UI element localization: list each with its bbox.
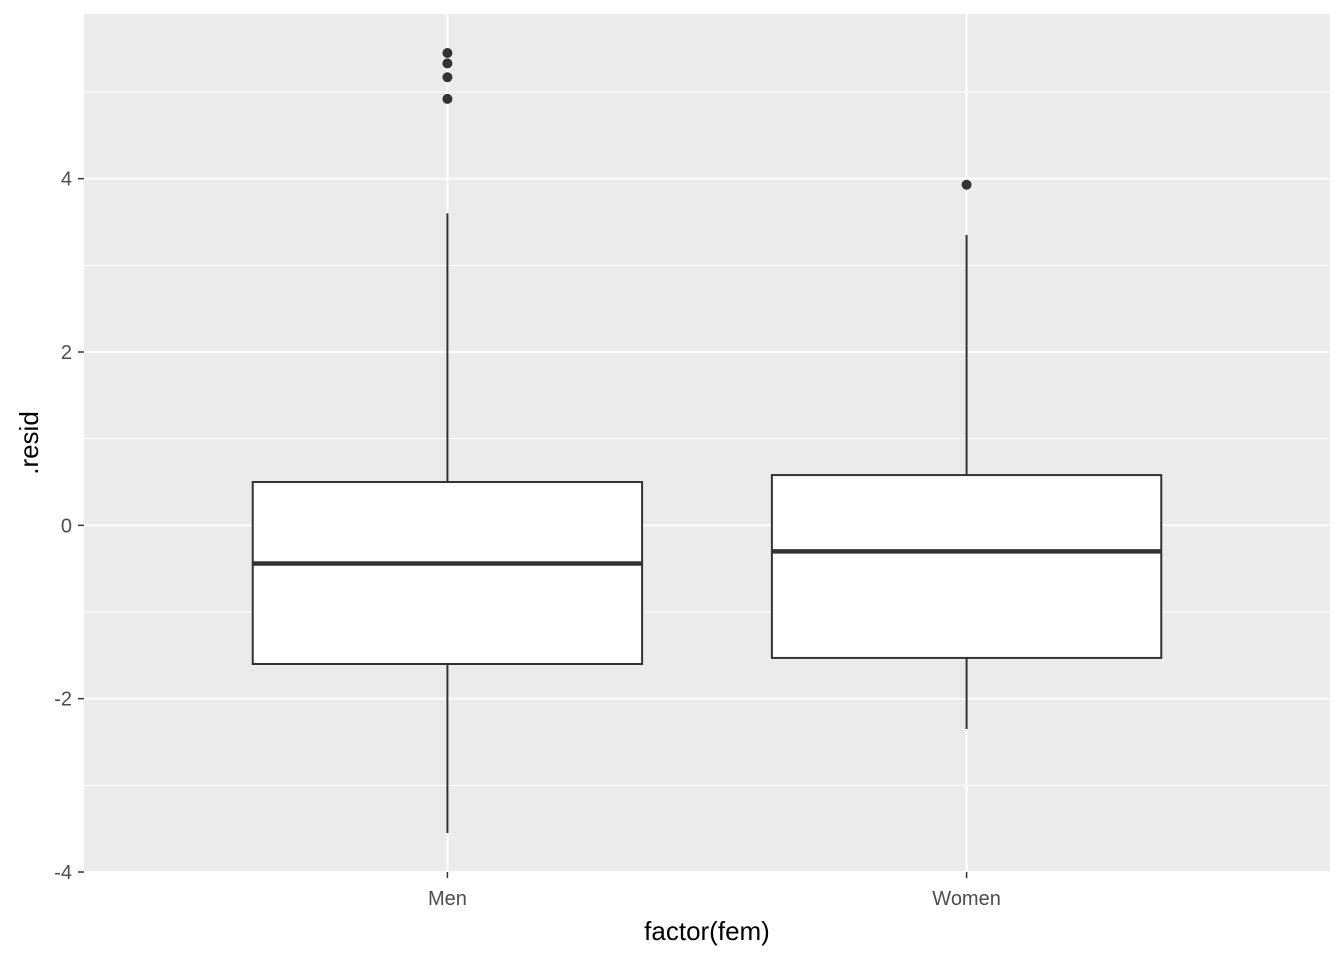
x-axis-title: factor(fem) — [644, 916, 770, 946]
box-iqr — [770, 474, 1163, 659]
box-women — [770, 179, 1163, 729]
outlier-point — [442, 58, 453, 69]
y-tick-label: 0 — [61, 515, 72, 537]
y-tick-label: -4 — [54, 862, 72, 884]
x-tick-label: Men — [428, 888, 467, 910]
major-gridlines — [84, 14, 1330, 873]
x-tick-label: Women — [932, 888, 1001, 910]
box-iqr — [251, 481, 644, 665]
outlier-point — [961, 179, 972, 190]
box-men — [251, 48, 644, 833]
y-tick-label: 2 — [61, 342, 72, 364]
plot-panel — [84, 14, 1330, 872]
outlier-point — [442, 93, 453, 104]
y-axis-title: .resid — [14, 411, 44, 475]
y-tick-label: -2 — [54, 689, 72, 711]
outlier-point — [442, 48, 453, 58]
outlier-point — [442, 72, 453, 83]
boxes — [251, 48, 1163, 833]
y-axis: -4 -2 0 2 4 — [54, 169, 84, 884]
x-axis: Men Women — [428, 872, 1001, 910]
y-tick-label: 4 — [61, 169, 72, 191]
